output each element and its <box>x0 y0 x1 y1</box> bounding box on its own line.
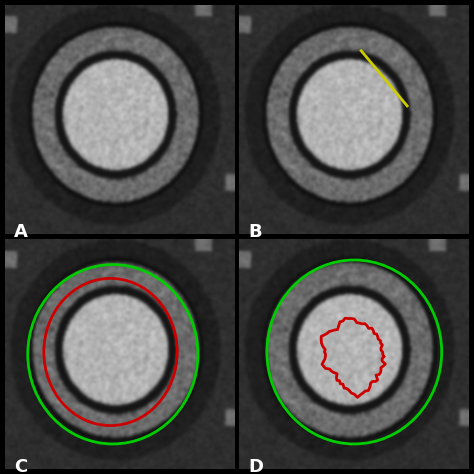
Text: C: C <box>14 458 27 474</box>
Text: A: A <box>14 223 28 241</box>
Text: D: D <box>248 458 264 474</box>
Text: B: B <box>248 223 262 241</box>
